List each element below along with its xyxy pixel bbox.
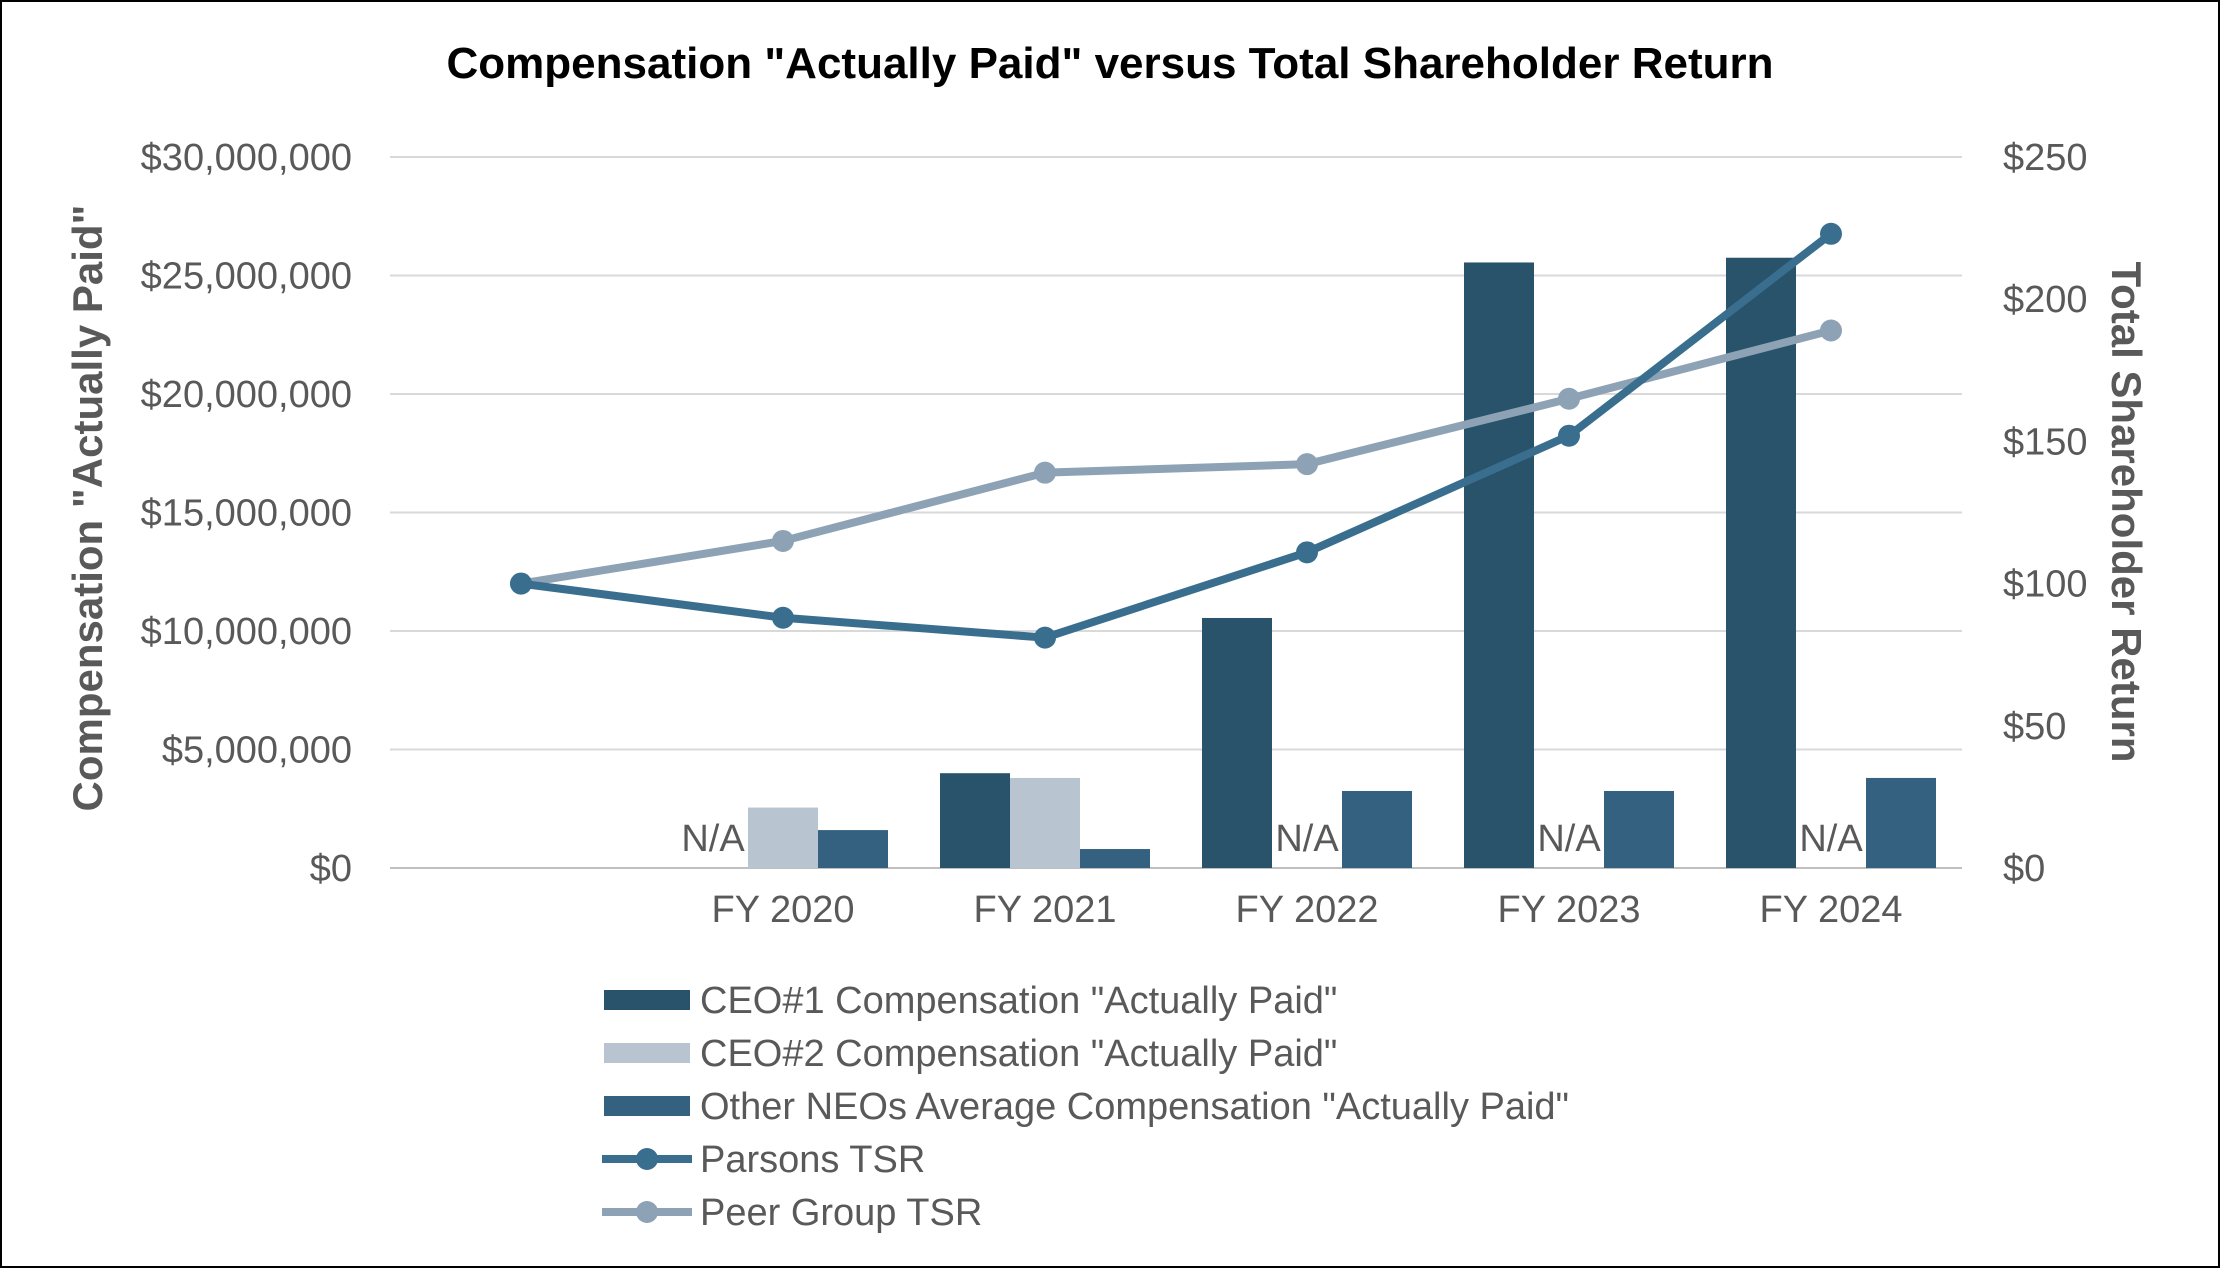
legend: CEO#1 Compensation "Actually Paid" CEO#2 … [602,980,1569,1234]
x-axis-ticks: FY 2020 FY 2021 FY 2022 FY 2023 FY 2024 [712,889,1903,931]
chart-title: Compensation "Actually Paid" versus Tota… [447,39,1774,88]
bar-other-neos-average-compensation-actually-paid-fy-2021 [1080,849,1150,868]
point-peer-group-tsr-fy-2022 [1296,453,1318,476]
point-parsons-tsr-base [510,572,532,595]
point-parsons-tsr-fy-2024 [1820,222,1842,245]
line-peer-group-tsr [520,326,1833,588]
point-peer-group-tsr-fy-2020 [772,529,794,552]
left-tick-label: $15,000,000 [141,493,352,535]
bar-ceo-1-compensation-actually-paid-fy-2023 [1464,262,1534,869]
point-parsons-tsr-fy-2021 [1034,626,1056,649]
point-parsons-tsr-fy-2023 [1558,424,1580,447]
point-peer-group-tsr-fy-2024 [1820,319,1842,342]
legend-swatch-ceo-2-compensation-actually-paid [604,1043,690,1063]
na-label-fy-2020: N/A [681,818,745,860]
point-parsons-tsr-fy-2020 [772,606,794,629]
legend-marker-parsons-tsr [636,1148,658,1170]
bar-ceo-2-compensation-actually-paid-fy-2021 [1010,777,1080,868]
left-tick-label: $0 [310,848,352,890]
legend-marker-peer-group-tsr [636,1201,658,1223]
left-tick-label: $20,000,000 [141,374,352,416]
left-tick-label: $5,000,000 [162,730,352,772]
right-axis-ticks: $0 $50 $100 $150 $200 $250 [2003,137,2088,890]
left-axis-title: Compensation "Actually Paid" [64,205,111,812]
left-tick-label: $10,000,000 [141,611,352,653]
bar-ceo-1-compensation-actually-paid-fy-2022 [1202,617,1272,868]
legend-label-parsons-tsr: Parsons TSR [700,1139,925,1181]
bar-other-neos-average-compensation-actually-paid-fy-2022 [1342,790,1412,868]
right-tick-label: $250 [2003,137,2088,179]
right-axis-title: Total Shareholder Return [2103,262,2150,763]
right-tick-label: $50 [2003,706,2066,748]
bar-ceo-1-compensation-actually-paid-fy-2021 [940,773,1010,868]
na-label-fy-2023: N/A [1537,818,1601,860]
bars [748,257,1936,869]
x-tick-label: FY 2023 [1498,889,1641,931]
bar-ceo-1-compensation-actually-paid-fy-2024 [1726,257,1796,869]
point-peer-group-tsr-fy-2023 [1558,387,1580,410]
right-tick-label: $150 [2003,421,2088,463]
bar-other-neos-average-compensation-actually-paid-fy-2024 [1866,777,1936,868]
na-label-fy-2024: N/A [1799,818,1863,860]
bar-ceo-2-compensation-actually-paid-fy-2020 [748,807,818,868]
point-parsons-tsr-fy-2022 [1296,541,1318,564]
gridlines [390,156,1962,869]
bar-other-neos-average-compensation-actually-paid-fy-2020 [818,830,888,868]
x-tick-label: FY 2024 [1760,889,1903,931]
legend-swatch-ceo-1-compensation-actually-paid [604,990,690,1010]
na-annotations: N/A N/A N/A N/A [681,818,1863,860]
left-tick-label: $30,000,000 [141,137,352,179]
right-tick-label: $0 [2003,848,2045,890]
left-axis-ticks: $0 $5,000,000 $10,000,000 $15,000,000 $20,00… [141,137,352,890]
bar-other-neos-average-compensation-actually-paid-fy-2023 [1604,790,1674,868]
legend-label-ceo-1-compensation-actually-paid: CEO#1 Compensation "Actually Paid" [700,980,1337,1022]
tsr-lines [510,222,1842,649]
x-tick-label: FY 2021 [974,889,1117,931]
legend-label-peer-group-tsr: Peer Group TSR [700,1192,982,1234]
line-parsons-tsr [520,230,1834,642]
legend-swatch-other-neos-average-compensation-actually-paid [604,1096,690,1116]
legend-label-other-neos-average-compensation-actually-paid: Other NEOs Average Compensation "Actuall… [700,1086,1569,1128]
right-tick-label: $100 [2003,564,2088,606]
x-tick-label: FY 2022 [1236,889,1379,931]
na-label-fy-2022: N/A [1275,818,1339,860]
point-peer-group-tsr-fy-2021 [1034,461,1056,484]
left-tick-label: $25,000,000 [141,256,352,298]
legend-label-ceo-2-compensation-actually-paid: CEO#2 Compensation "Actually Paid" [700,1033,1337,1075]
x-tick-label: FY 2020 [712,889,855,931]
right-tick-label: $200 [2003,279,2088,321]
